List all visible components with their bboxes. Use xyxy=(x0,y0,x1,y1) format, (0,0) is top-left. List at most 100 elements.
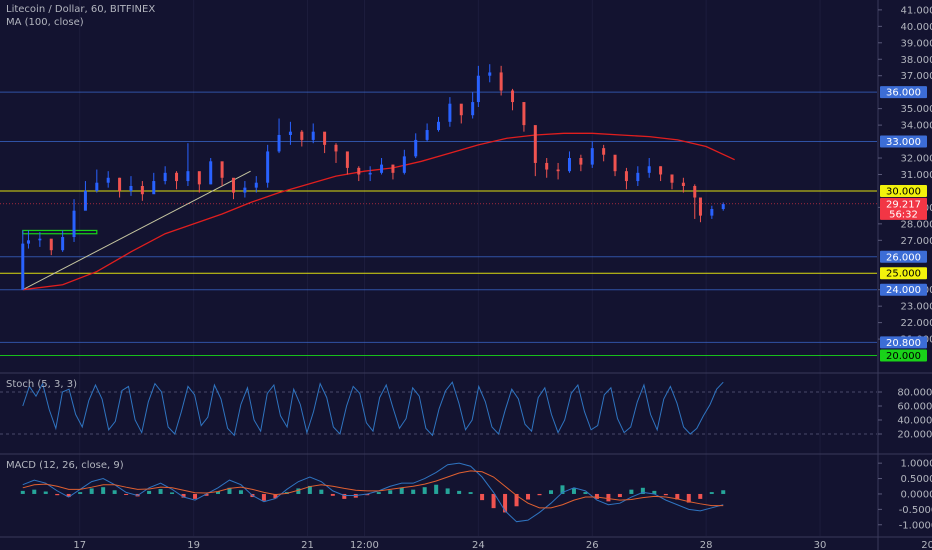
candle-body xyxy=(300,131,304,140)
macd-histogram-bar xyxy=(89,488,94,494)
candle-body xyxy=(425,130,429,140)
candle-body xyxy=(220,161,224,178)
macd-histogram-bar xyxy=(204,493,209,496)
candle-body xyxy=(288,131,292,135)
candle-body xyxy=(380,164,384,173)
macd-histogram-bar xyxy=(514,493,519,507)
stoch-line xyxy=(22,381,724,437)
price-tick-label: 22.000 xyxy=(901,318,932,329)
macd-histogram-bar xyxy=(537,493,542,496)
time-tick-label: 28 xyxy=(700,540,713,550)
macd-histogram-bar xyxy=(663,493,668,496)
time-tick-label: 17 xyxy=(73,540,86,550)
macd-tick-label: 1.0000 xyxy=(901,459,932,470)
macd-tick-label: -1.0000 xyxy=(899,520,932,531)
stoch-title[interactable]: Stoch (5, 3, 3) xyxy=(6,379,78,390)
macd-histogram-bar xyxy=(560,485,565,494)
macd-histogram-bar xyxy=(273,493,278,499)
candle-body xyxy=(613,154,617,172)
signal-line xyxy=(22,470,724,509)
macd-histogram-bar xyxy=(548,490,553,494)
macd-histogram-bar xyxy=(445,488,450,494)
macd-tick-label: -0.5000 xyxy=(899,505,932,516)
macd-histogram-bar xyxy=(503,493,508,513)
ma-legend[interactable]: MA (100, close) xyxy=(6,17,84,28)
price-tick-label: 34.000 xyxy=(901,121,932,132)
price-tick-label: 41.000 xyxy=(901,5,932,16)
candle-body xyxy=(323,131,327,145)
candle-body xyxy=(163,172,167,182)
stoch-tick-label: 60.0000 xyxy=(897,402,932,413)
level-badge-label: 25.000 xyxy=(886,269,921,280)
candle-body xyxy=(476,75,480,103)
level-badge xyxy=(880,336,927,349)
stoch-legend: Stoch (5, 3, 3) xyxy=(6,378,77,391)
bar-countdown-label: 56:32 xyxy=(889,209,918,220)
candle-body xyxy=(231,177,235,193)
candle-body xyxy=(602,148,606,155)
level-badge-label: 33.000 xyxy=(886,137,921,148)
macd-histogram-bar xyxy=(66,493,71,498)
candle-body xyxy=(647,166,651,173)
macd-histogram-bar xyxy=(307,485,312,494)
level-badge-label: 24.000 xyxy=(886,285,921,296)
macd-histogram-bar xyxy=(55,493,60,496)
candle-body xyxy=(693,186,697,198)
candle-body xyxy=(38,238,42,241)
macd-histogram-bar xyxy=(319,489,324,494)
candle-body xyxy=(710,209,714,216)
candle-body xyxy=(311,131,315,140)
macd-histogram-bar xyxy=(411,489,416,494)
candle-body xyxy=(21,243,25,290)
macd-legend: MACD (12, 26, close, 9) xyxy=(6,459,124,472)
current-price-label: 29.217 xyxy=(886,199,921,210)
main-legend: Litecoin / Dollar, 60, BITFINEX MA (100,… xyxy=(6,3,155,29)
candle-body xyxy=(681,182,685,186)
candle-body xyxy=(83,190,87,211)
candle-body xyxy=(567,158,571,172)
candle-body xyxy=(175,172,179,182)
macd-histogram-bar xyxy=(606,493,611,502)
macd-histogram-bar xyxy=(261,493,266,501)
time-tick-label: 19 xyxy=(187,540,200,550)
candle-body xyxy=(499,72,503,91)
macd-histogram-bar xyxy=(388,490,393,494)
level-badge-label: 26.000 xyxy=(886,252,921,263)
price-tick-label: 40.000 xyxy=(901,22,932,33)
macd-histogram-bar xyxy=(721,490,726,494)
level-badge xyxy=(880,86,927,99)
price-tick-label: 32.000 xyxy=(901,154,932,165)
macd-histogram-bar xyxy=(526,493,531,500)
macd-tick-label: 0.0000 xyxy=(901,489,932,500)
candle-body xyxy=(49,238,53,251)
candle-body xyxy=(448,103,452,122)
time-tick-label: 21 xyxy=(301,540,314,550)
candle-body xyxy=(391,164,395,173)
macd-histogram-bar xyxy=(617,493,622,498)
macd-histogram-bar xyxy=(629,489,634,494)
macd-histogram-bar xyxy=(158,489,163,494)
macd-histogram-bar xyxy=(434,484,439,494)
macd-histogram-bar xyxy=(422,487,427,494)
symbol-title[interactable]: Litecoin / Dollar, 60, BITFINEX xyxy=(6,4,156,15)
level-badge xyxy=(880,135,927,148)
macd-histogram-bar xyxy=(170,492,175,494)
price-tick-label: 23.000 xyxy=(901,302,932,313)
time-tick-label: 26 xyxy=(586,540,599,550)
macd-histogram-bar xyxy=(709,492,714,494)
candle-body xyxy=(129,186,133,191)
macd-histogram-bar xyxy=(342,493,347,499)
macd-histogram-bar xyxy=(468,492,473,494)
macd-tick-label: 0.5000 xyxy=(901,474,932,485)
macd-line xyxy=(22,462,724,523)
macd-histogram-bar xyxy=(457,490,462,494)
candle-body xyxy=(488,72,492,76)
price-tick-label: 38.000 xyxy=(901,55,932,66)
trend-line xyxy=(22,170,251,291)
macd-title[interactable]: MACD (12, 26, close, 9) xyxy=(6,460,124,471)
macd-histogram-bar xyxy=(227,487,232,494)
time-tick-label: 30 xyxy=(814,540,827,550)
macd-histogram-bar xyxy=(101,487,106,494)
